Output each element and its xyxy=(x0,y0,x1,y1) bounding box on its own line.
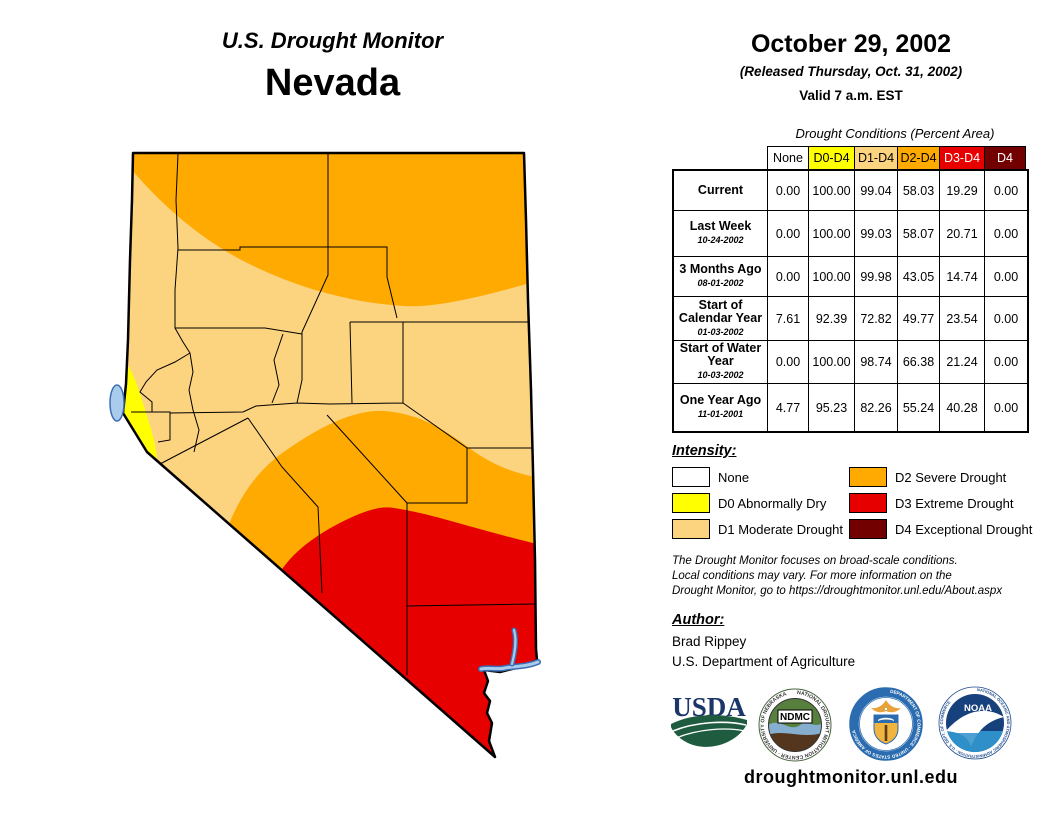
table-cell: 66.38 xyxy=(898,341,940,384)
usda-field-icon xyxy=(671,715,747,747)
table-cell: 23.54 xyxy=(940,297,985,341)
col-header-d3d4: D3-D4 xyxy=(939,146,985,170)
table-caption: Drought Conditions (Percent Area) xyxy=(795,126,995,141)
table-cell: 49.77 xyxy=(898,297,940,341)
disclaimer-line: The Drought Monitor focuses on broad-sca… xyxy=(672,555,958,567)
table-cell: 20.71 xyxy=(940,211,985,257)
table-cell: 99.98 xyxy=(855,257,898,297)
table-cell: 100.00 xyxy=(809,171,855,211)
author-org: U.S. Department of Agriculture xyxy=(672,654,856,669)
col-header-d4: D4 xyxy=(984,146,1026,170)
table-cell: 0.00 xyxy=(985,171,1027,211)
col-header-d0d4: D0-D4 xyxy=(808,146,855,170)
legend-item-d4: D4 Exceptional Drought xyxy=(849,519,1032,539)
table-cell: 0.00 xyxy=(985,297,1027,341)
table-cell: 0.00 xyxy=(768,171,809,211)
table-cell: 92.39 xyxy=(809,297,855,341)
table-cell: 99.03 xyxy=(855,211,898,257)
county-borders xyxy=(131,153,537,675)
noaa-bird-icon xyxy=(946,710,1004,747)
disclaimer-line: Local conditions may vary. For more info… xyxy=(672,570,952,582)
table-cell: 7.61 xyxy=(768,297,809,341)
table-row-label: One Year Ago 11-01-2001 xyxy=(674,384,768,431)
table-row-label: Current xyxy=(674,171,768,211)
table-cell: 100.00 xyxy=(809,257,855,297)
doc-eagle-icon xyxy=(871,700,901,713)
table-cell: 0.00 xyxy=(768,211,809,257)
legend-swatch-d3 xyxy=(849,493,887,513)
table-cell: 0.00 xyxy=(985,257,1027,297)
d3-region-south xyxy=(281,507,537,757)
table-cell: 58.03 xyxy=(898,171,940,211)
table-cell: 14.74 xyxy=(940,257,985,297)
legend-swatch-d2 xyxy=(849,467,887,487)
d2-region-north xyxy=(123,153,530,307)
colorado-river xyxy=(478,627,541,672)
ndmc-wordmark: NDMC xyxy=(780,712,810,723)
legend-swatch-d4 xyxy=(849,519,887,539)
table-cell: 55.24 xyxy=(898,384,940,431)
table-cell: 58.07 xyxy=(898,211,940,257)
legend-swatch-d0 xyxy=(672,493,710,513)
table-cell: 21.24 xyxy=(940,341,985,384)
commerce-seal: DEPARTMENT OF COMMERCE · UNITED STATES O… xyxy=(849,687,923,761)
col-header-d1d4: D1-D4 xyxy=(854,146,898,170)
legend-item-none: None xyxy=(672,467,749,487)
table-cell: 43.05 xyxy=(898,257,940,297)
legend-heading: Intensity: xyxy=(672,443,737,459)
table-cell: 40.28 xyxy=(940,384,985,431)
table-cell: 82.26 xyxy=(855,384,898,431)
author-name: Brad Rippey xyxy=(672,634,747,649)
doc-ship-icon xyxy=(878,717,894,721)
drought-table: Current 0.00 100.00 99.04 58.03 19.29 0.… xyxy=(672,169,1029,433)
table-cell: 99.04 xyxy=(855,171,898,211)
table-row-label: Last Week 10-24-2002 xyxy=(674,211,768,257)
noaa-wordmark: NOAA xyxy=(964,703,992,714)
noaa-logo: NATIONAL OCEANIC AND ATMOSPHERIC ADMINIS… xyxy=(938,686,1012,760)
released-date: (Released Thursday, Oct. 31, 2002) xyxy=(739,64,963,79)
table-cell: 19.29 xyxy=(940,171,985,211)
legend-item-d2: D2 Severe Drought xyxy=(849,467,1006,487)
col-header-none: None xyxy=(767,146,809,170)
lake-tahoe xyxy=(109,384,125,422)
doc-lighthouse-icon xyxy=(884,725,888,741)
legend-swatch-none xyxy=(672,467,710,487)
table-cell: 0.00 xyxy=(985,341,1027,384)
footer-url: droughtmonitor.unl.edu xyxy=(744,767,958,787)
table-cell: 100.00 xyxy=(809,211,855,257)
table-row-label: Start of Water Year 10-03-2002 xyxy=(674,341,768,384)
ndmc-logo: NATIONAL DROUGHT MITIGATION CENTER · UNI… xyxy=(758,688,832,762)
author-heading: Author: xyxy=(672,612,725,628)
page-title: U.S. Drought Monitor xyxy=(221,28,444,53)
table-cell: 72.82 xyxy=(855,297,898,341)
table-cell: 98.74 xyxy=(855,341,898,384)
col-header-d2d4: D2-D4 xyxy=(897,146,940,170)
table-row-label: Start of Calendar Year 01-03-2002 xyxy=(674,297,768,341)
nevada-map xyxy=(109,151,541,759)
table-cell: 4.77 xyxy=(768,384,809,431)
legend-item-d3: D3 Extreme Drought xyxy=(849,493,1014,513)
disclaimer-text: The Drought Monitor focuses on broad-sca… xyxy=(672,554,1052,599)
valid-time: Valid 7 a.m. EST xyxy=(799,88,903,103)
legend-item-d1: D1 Moderate Drought xyxy=(672,519,843,539)
legend-swatch-d1 xyxy=(672,519,710,539)
table-cell: 0.00 xyxy=(993,400,1019,415)
state-title: Nevada xyxy=(264,62,401,104)
legend-item-d0: D0 Abnormally Dry xyxy=(672,493,826,513)
table-cell: 0.00 xyxy=(985,211,1027,257)
table-cell: 100.00 xyxy=(809,341,855,384)
report-date: October 29, 2002 xyxy=(750,30,952,58)
disclaimer-line: Drought Monitor, go to https://droughtmo… xyxy=(672,585,1003,597)
table-cell: 0.00 xyxy=(768,341,809,384)
state-outline xyxy=(121,151,539,759)
table-cell: 95.23 xyxy=(809,384,855,431)
usda-logo: USDA xyxy=(671,692,747,747)
table-cell: 0.00 xyxy=(768,257,809,297)
table-row-label: 3 Months Ago 08-01-2002 xyxy=(674,257,768,297)
table-header-row: None D0-D4 D1-D4 D2-D4 D3-D4 D4 xyxy=(767,146,1026,170)
